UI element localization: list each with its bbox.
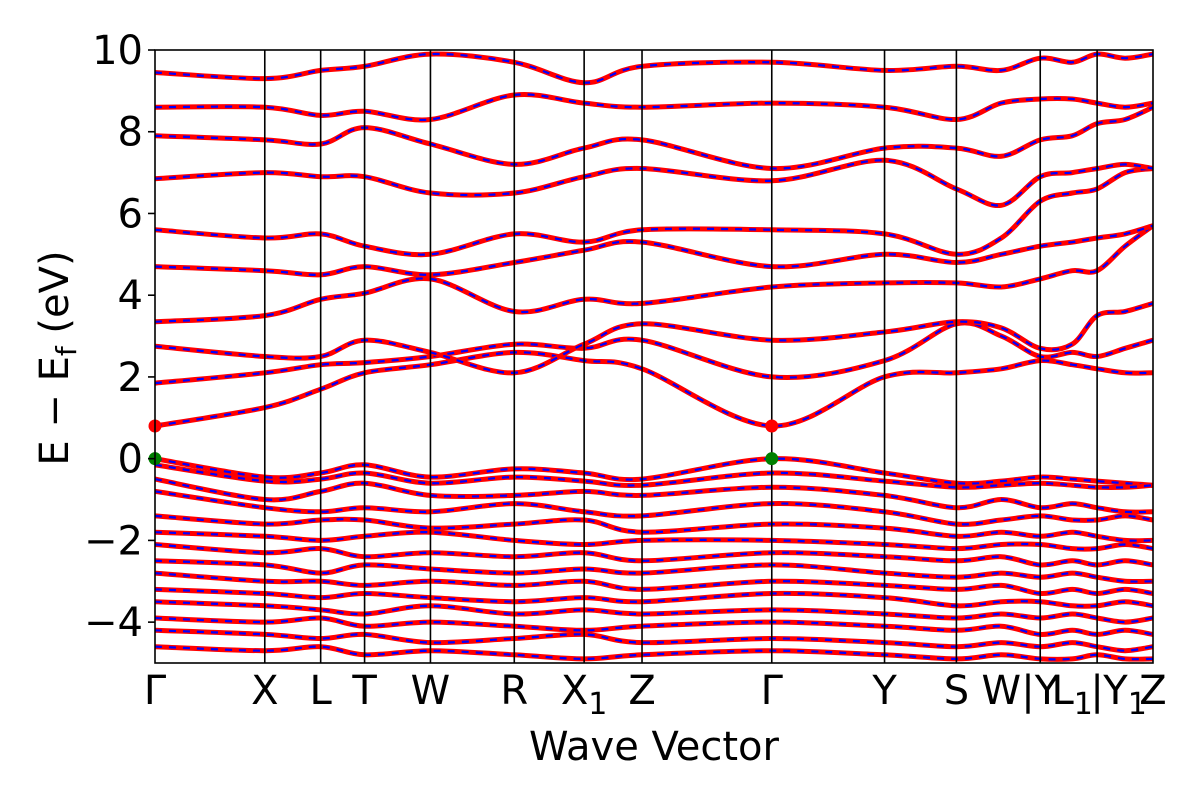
x-tick-label-main-0: Γ: [144, 668, 167, 714]
y-tick-label-7: 10: [92, 28, 143, 74]
band-0-line: [155, 349, 1153, 429]
x-tick-label-5: R: [500, 668, 528, 714]
band-17-dashed-line: [155, 559, 1153, 583]
x-tick-label-main-3: T: [351, 668, 377, 714]
x-axis: Γ X L T W R X1 Z Γ Y S W |YL1| Y1Z: [144, 668, 1167, 722]
band-12-dashed-line: [155, 478, 1153, 514]
band-15-dashed-line: [155, 531, 1153, 551]
band-13-dashed-line: [155, 490, 1153, 526]
y-axis-label-main: E − E: [32, 356, 78, 466]
band-2-dashed-line: [155, 302, 1153, 374]
band-16-line: [155, 542, 1153, 568]
band-18-dashed-line: [155, 572, 1153, 595]
y-tick-label-6: 8: [118, 110, 143, 156]
x-tick-label-sub-13: 1: [1074, 687, 1093, 722]
x-tick-label-main-7: Z: [628, 668, 655, 714]
x-tick-label-13: L1: [1051, 668, 1092, 722]
band-1-line: [155, 320, 1153, 386]
y-tick-label-1: −2: [84, 518, 143, 564]
y-tick-label-4: 4: [118, 273, 143, 319]
vbm-marker-3: [765, 452, 779, 466]
band-14-line: [155, 513, 1153, 544]
band-23-dashed-line: [155, 645, 1153, 661]
band-18-line: [155, 570, 1153, 597]
x-tick-label-main-5: R: [500, 668, 528, 714]
x-tick-label-main-9: Y: [871, 668, 897, 714]
x-tick-label-sub-15: 1: [1128, 687, 1147, 722]
x-tick-label-main-8: Γ: [761, 668, 784, 714]
x-tick-label-main-10: S: [944, 668, 969, 714]
x-tick-label-main-11: W: [982, 668, 1022, 714]
x-tick-label-main-13: L: [1051, 668, 1074, 714]
x-tick-label-4: W: [411, 668, 451, 714]
y-tick-label-3: 2: [118, 355, 143, 401]
x-tick-label-main-12: |Y: [1021, 668, 1059, 714]
band-4-dashed-line: [155, 224, 1153, 276]
band-21-dashed-line: [155, 616, 1153, 636]
band-6-line: [155, 157, 1153, 208]
plot-frame: [154, 49, 1154, 664]
band-7-dashed-line: [155, 106, 1153, 170]
band-20-dashed-line: [155, 600, 1153, 624]
x-tick-label-main-16: Z: [1139, 668, 1166, 714]
band-9-dashed-line: [155, 52, 1153, 84]
band-21-line: [155, 615, 1153, 637]
band-11-dashed-line: [155, 463, 1153, 489]
band-5-line: [155, 166, 1153, 258]
band-3-dashed-line: [155, 224, 1153, 323]
x-tick-label-main-4: W: [411, 668, 451, 714]
x-tick-label-1: X: [251, 668, 278, 714]
band-8-dashed-line: [155, 93, 1153, 122]
cbm-marker-2: [765, 419, 779, 433]
x-tick-label-main-2: L: [310, 668, 333, 714]
x-tick-label-9: Y: [871, 668, 897, 714]
x-tick-label-10: S: [944, 668, 969, 714]
y-axis-label-unit: (eV): [32, 250, 78, 346]
y-tick-label-0: −4: [84, 600, 143, 646]
band-23-line: [155, 644, 1153, 662]
x-tick-label-main-14: |: [1090, 668, 1103, 714]
y-axis-label-sub: f: [50, 345, 83, 356]
band-19-dashed-line: [155, 588, 1153, 608]
x-tick-label-6: X1: [561, 668, 608, 722]
x-tick-label-main-6: X: [561, 668, 588, 714]
x-tick-label-7: Z: [628, 668, 655, 714]
plot-area: [148, 49, 1154, 664]
band-19-line: [155, 586, 1153, 609]
y-axis: −4 −2 0 2 4 6 8 10: [84, 28, 155, 646]
x-tick-label-11: W: [982, 668, 1022, 714]
band-0-dashed-line: [155, 351, 1153, 428]
y-tick-label-2: 0: [118, 437, 143, 483]
y-tick-label-5: 6: [118, 191, 143, 237]
band-10-dashed-line: [155, 457, 1153, 487]
band-17-line: [155, 558, 1153, 585]
x-tick-label-15: Y1: [1102, 668, 1147, 722]
band-7-line: [155, 104, 1153, 172]
band-22-dashed-line: [155, 629, 1153, 652]
band-16-dashed-line: [155, 543, 1153, 567]
x-tick-label-sub-6: 1: [588, 687, 607, 722]
x-tick-label-main-1: X: [251, 668, 278, 714]
x-axis-label: Wave Vector: [529, 724, 780, 770]
x-tick-label-0: Γ: [144, 668, 167, 714]
x-tick-label-8: Γ: [761, 668, 784, 714]
x-tick-label-16: Z: [1139, 668, 1166, 714]
bands: [155, 51, 1153, 662]
band-9-line: [155, 51, 1153, 86]
x-tick-label-main-15: Y: [1102, 668, 1128, 714]
x-tick-label-14: |: [1090, 668, 1103, 714]
x-tick-label-3: T: [351, 668, 377, 714]
y-axis-label: E − Ef (eV): [32, 250, 83, 465]
x-tick-label-2: L: [310, 668, 333, 714]
x-tick-label-12: |Y: [1021, 668, 1059, 714]
